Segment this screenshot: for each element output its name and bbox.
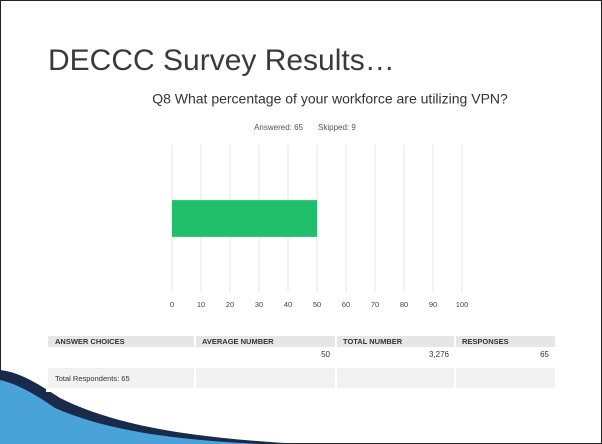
x-tick-label: 90 xyxy=(429,300,437,309)
x-tick-label: 80 xyxy=(400,300,408,309)
table-header-cell: ANSWER CHOICES xyxy=(55,337,125,346)
swoosh xyxy=(0,370,300,444)
x-tick-label: 100 xyxy=(456,300,469,309)
chart-title: Q8 What percentage of your workforce are… xyxy=(152,91,508,107)
table-header-cell: RESPONSES xyxy=(462,337,509,346)
x-tick-label: 70 xyxy=(371,300,379,309)
x-tick-label: 40 xyxy=(284,300,292,309)
table-cell: 3,276 xyxy=(429,350,450,359)
table-header-cell: AVERAGE NUMBER xyxy=(202,337,274,346)
x-tick-label: 20 xyxy=(226,300,234,309)
x-tick-label: 60 xyxy=(342,300,350,309)
skipped: Skipped: 9 xyxy=(318,123,356,132)
swoosh-light xyxy=(0,380,260,444)
x-tick-label: 10 xyxy=(197,300,205,309)
x-tick-label: 30 xyxy=(255,300,263,309)
table-cell: 65 xyxy=(540,350,549,359)
table-header-bg xyxy=(48,336,555,347)
answered: Answered: 65 xyxy=(254,123,303,132)
table-footer-bg xyxy=(48,369,555,388)
table-header-cell: TOTAL NUMBER xyxy=(343,337,403,346)
x-tick-label: 0 xyxy=(170,300,174,309)
table-footer: Total Respondents: 65 xyxy=(55,374,130,383)
bar xyxy=(172,200,317,237)
x-tick-label: 50 xyxy=(313,300,321,309)
table-cell: 50 xyxy=(321,350,330,359)
slide-title: DECCC Survey Results… xyxy=(48,44,395,77)
